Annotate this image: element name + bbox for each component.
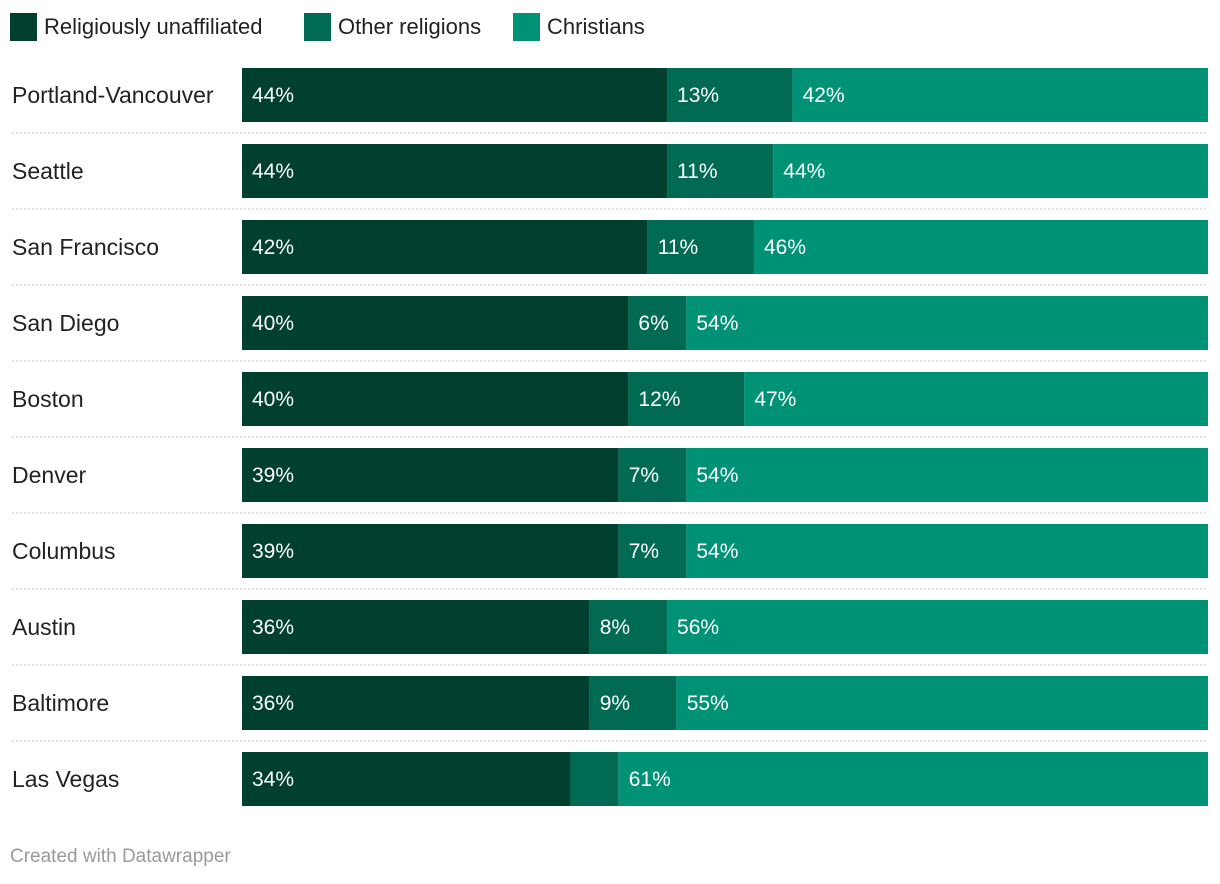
- category-label-columbus: Columbus: [12, 538, 116, 564]
- category-label-denver: Denver: [12, 462, 86, 488]
- bar-segment-religiously-unaffiliated-san-diego: [242, 296, 629, 350]
- bar-segment-religiously-unaffiliated-seattle: [242, 144, 668, 198]
- bar-row-boston: Boston 40% 12% 47%: [12, 372, 1208, 426]
- value-label-religiously-unaffiliated-portland-vancouver: 44%: [252, 84, 294, 107]
- bar-segment-other-religions-boston: [628, 372, 745, 426]
- credit-text: Created with Datawrapper: [10, 846, 231, 867]
- bar-segment-christians-san-francisco: [753, 220, 1208, 274]
- value-label-religiously-unaffiliated-austin: 36%: [252, 616, 294, 639]
- bar-segment-other-religions-austin: [589, 600, 668, 654]
- bar-row-san-diego: San Diego 40% 6% 54%: [12, 296, 1208, 350]
- bar-row-columbus: Columbus 39% 7% 54%: [12, 524, 1208, 578]
- bar-segment-religiously-unaffiliated-columbus: [242, 524, 619, 578]
- value-label-christians-seattle: 44%: [783, 160, 825, 183]
- bar-row-denver: Denver 39% 7% 54%: [12, 448, 1208, 502]
- value-label-christians-portland-vancouver: 42%: [803, 84, 845, 107]
- legend-label-other-religions: Other religions: [338, 14, 481, 39]
- bar-row-portland-vancouver: Portland-Vancouver 44% 13% 42%: [12, 68, 1208, 122]
- value-label-christians-san-diego: 54%: [696, 312, 738, 335]
- legend-item-other-religions: Other religions: [304, 13, 481, 41]
- bar-segment-christians-baltimore: [676, 676, 1208, 730]
- bar-segment-religiously-unaffiliated-boston: [242, 372, 629, 426]
- bar-row-san-francisco: San Francisco 42% 11% 46%: [12, 220, 1208, 274]
- bar-segment-christians-columbus: [686, 524, 1208, 578]
- legend-swatch-other-religions: [304, 13, 331, 41]
- bar-segment-christians-boston: [744, 372, 1208, 426]
- value-label-religiously-unaffiliated-san-francisco: 42%: [252, 236, 294, 259]
- legend-item-religiously-unaffiliated: Religiously unaffiliated: [10, 13, 263, 41]
- value-label-other-religions-baltimore: 9%: [600, 692, 630, 715]
- value-label-religiously-unaffiliated-baltimore: 36%: [252, 692, 294, 715]
- value-label-religiously-unaffiliated-columbus: 39%: [252, 540, 294, 563]
- value-label-other-religions-columbus: 7%: [629, 540, 659, 563]
- category-label-las-vegas: Las Vegas: [12, 766, 119, 792]
- bar-segment-christians-austin: [667, 600, 1208, 654]
- value-label-other-religions-boston: 12%: [638, 388, 680, 411]
- bar-segment-other-religions-las-vegas: [570, 752, 619, 806]
- category-label-austin: Austin: [12, 614, 76, 640]
- bar-segment-other-religions-denver: [618, 448, 687, 502]
- bar-segment-religiously-unaffiliated-las-vegas: [242, 752, 571, 806]
- value-label-religiously-unaffiliated-las-vegas: 34%: [252, 768, 294, 791]
- category-label-baltimore: Baltimore: [12, 690, 109, 716]
- legend-swatch-religiously-unaffiliated: [10, 13, 37, 41]
- bar-segment-religiously-unaffiliated-san-francisco: [242, 220, 648, 274]
- bar-segment-religiously-unaffiliated-baltimore: [242, 676, 590, 730]
- category-label-san-francisco: San Francisco: [12, 234, 159, 260]
- bar-segment-other-religions-san-francisco: [647, 220, 754, 274]
- legend-label-religiously-unaffiliated: Religiously unaffiliated: [44, 14, 263, 39]
- legend-item-christians: Christians: [513, 13, 645, 41]
- value-label-christians-denver: 54%: [696, 464, 738, 487]
- legend-label-christians: Christians: [547, 14, 645, 39]
- value-label-other-religions-san-francisco: 11%: [658, 236, 698, 259]
- bar-row-las-vegas: Las Vegas 34% 61%: [12, 752, 1208, 806]
- bar-segment-other-religions-seattle: [667, 144, 774, 198]
- value-label-christians-columbus: 54%: [696, 540, 738, 563]
- bar-segment-christians-san-diego: [686, 296, 1208, 350]
- value-label-christians-baltimore: 55%: [687, 692, 729, 715]
- bar-segment-other-religions-san-diego: [628, 296, 687, 350]
- bar-segment-religiously-unaffiliated-portland-vancouver: [242, 68, 668, 122]
- value-label-christians-san-francisco: 46%: [764, 236, 806, 259]
- category-label-san-diego: San Diego: [12, 310, 119, 336]
- bar-segment-christians-denver: [686, 448, 1208, 502]
- bar-row-baltimore: Baltimore 36% 9% 55%: [12, 676, 1208, 730]
- value-label-religiously-unaffiliated-denver: 39%: [252, 464, 294, 487]
- bar-segment-other-religions-portland-vancouver: [667, 68, 793, 122]
- value-label-christians-austin: 56%: [677, 616, 719, 639]
- bar-segment-religiously-unaffiliated-austin: [242, 600, 590, 654]
- category-label-boston: Boston: [12, 386, 84, 412]
- value-label-religiously-unaffiliated-san-diego: 40%: [252, 312, 294, 335]
- bar-segment-religiously-unaffiliated-denver: [242, 448, 619, 502]
- value-label-other-religions-denver: 7%: [629, 464, 659, 487]
- category-label-portland-vancouver: Portland-Vancouver: [12, 82, 214, 108]
- bar-segment-christians-portland-vancouver: [792, 68, 1208, 122]
- bar-row-seattle: Seattle 44% 11% 44%: [12, 144, 1208, 198]
- value-label-religiously-unaffiliated-boston: 40%: [252, 388, 294, 411]
- value-label-christians-boston: 47%: [754, 388, 796, 411]
- legend: Religiously unaffiliated Other religions C…: [10, 13, 645, 41]
- value-label-other-religions-austin: 8%: [600, 616, 630, 639]
- value-label-christians-las-vegas: 61%: [629, 768, 671, 791]
- value-label-religiously-unaffiliated-seattle: 44%: [252, 160, 294, 183]
- value-label-other-religions-portland-vancouver: 13%: [677, 84, 719, 107]
- category-label-seattle: Seattle: [12, 158, 84, 184]
- bar-segment-christians-seattle: [773, 144, 1208, 198]
- bar-segment-other-religions-baltimore: [589, 676, 677, 730]
- value-label-other-religions-san-diego: 6%: [638, 312, 668, 335]
- legend-swatch-christians: [513, 13, 540, 41]
- bar-row-austin: Austin 36% 8% 56%: [12, 600, 1208, 654]
- bar-rows: Portland-Vancouver 44% 13% 42% Seattle 44% 11%…: [12, 68, 1208, 806]
- value-label-other-religions-seattle: 11%: [677, 160, 717, 183]
- bar-segment-other-religions-columbus: [618, 524, 687, 578]
- row-separators: [12, 132, 1208, 742]
- bar-segment-christians-las-vegas: [618, 752, 1208, 806]
